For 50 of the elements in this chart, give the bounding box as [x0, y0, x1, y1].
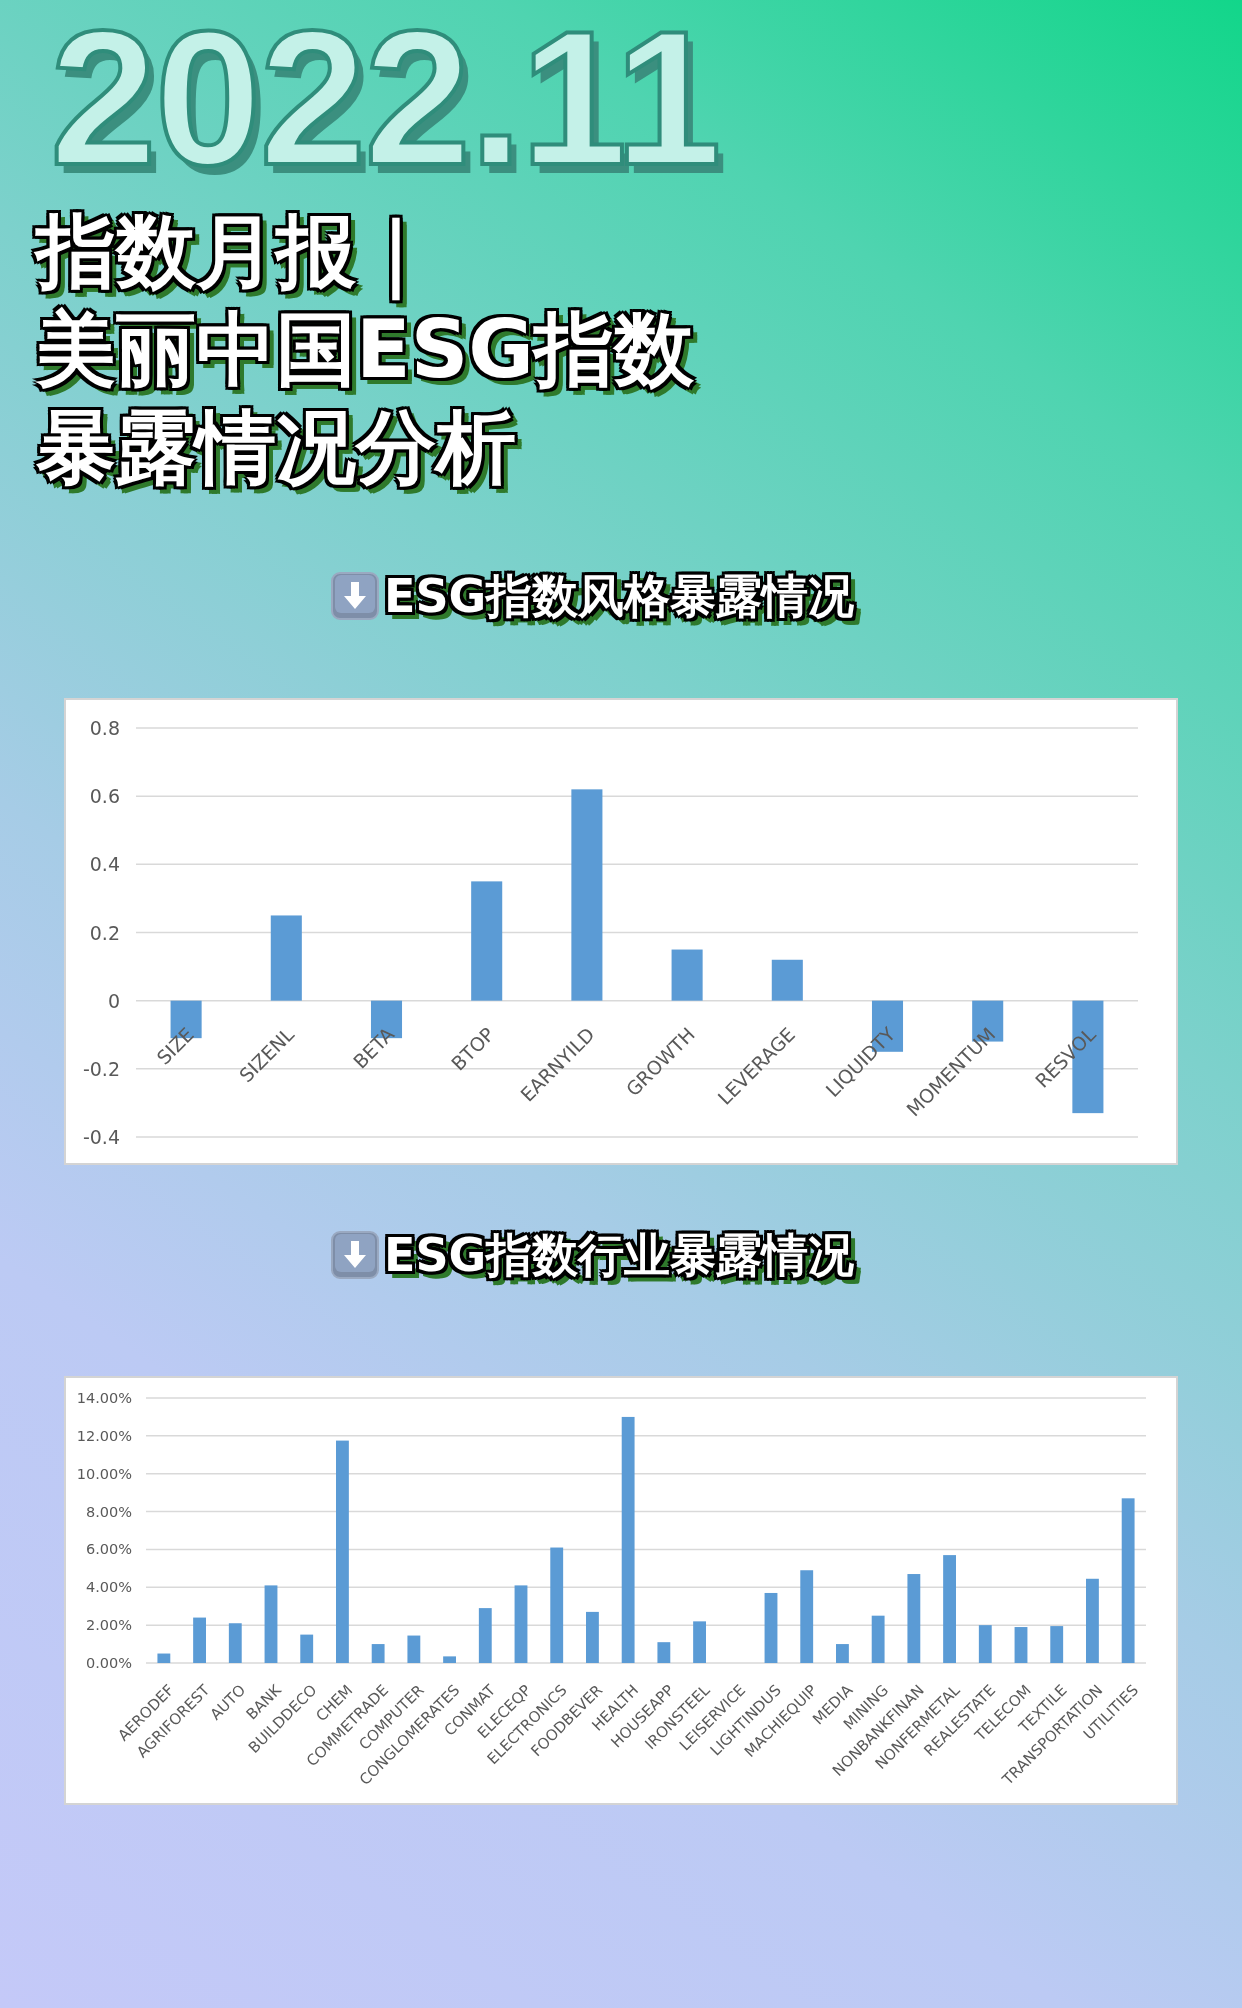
y-tick-label: 10.00%: [76, 1465, 132, 1482]
bar: [478, 1608, 492, 1663]
y-tick-label: 6.00%: [85, 1541, 132, 1558]
bar: [907, 1574, 921, 1663]
bar: [836, 1644, 849, 1663]
bar: [871, 1615, 885, 1663]
bar: [228, 1623, 242, 1663]
y-tick-label: 4.00%: [85, 1579, 132, 1596]
bar: [264, 1585, 278, 1663]
bar: [978, 1625, 992, 1663]
bar: [693, 1621, 706, 1663]
bar: [300, 1634, 314, 1663]
y-tick-label: 8.00%: [85, 1503, 132, 1520]
bar: [800, 1570, 814, 1663]
text: 美丽中国ESG指数暴露情况分析: [36, 302, 695, 496]
y-tick-label: -0.2: [82, 1057, 120, 1080]
y-tick-label: 12.00%: [76, 1427, 132, 1444]
bar: [443, 1656, 456, 1663]
y-tick-label: 0.4: [89, 853, 120, 876]
bar: [514, 1585, 528, 1663]
bar: [764, 1592, 778, 1663]
bar: [657, 1642, 671, 1663]
text: 指数月报｜: [36, 204, 434, 301]
bar: [671, 949, 703, 1001]
bar: [586, 1611, 599, 1663]
text: 2022.11: [50, 0, 720, 205]
bar: [371, 1644, 385, 1663]
bar: [1014, 1627, 1028, 1663]
y-tick-label: 14.00%: [76, 1390, 132, 1406]
bar: [471, 881, 503, 1001]
y-tick-label: 0.2: [89, 921, 120, 944]
y-tick-label: 0.6: [89, 785, 120, 808]
bar: [336, 1440, 349, 1663]
bar: [943, 1555, 956, 1663]
y-tick-label: 2.00%: [85, 1617, 132, 1634]
y-tick-label: 0.00%: [85, 1655, 132, 1671]
bar: [571, 789, 603, 1001]
bar: [157, 1653, 171, 1663]
y-tick-label: 0.8: [89, 717, 120, 739]
y-tick-label: 0: [107, 989, 120, 1012]
bar: [771, 959, 803, 1001]
bar: [1086, 1578, 1099, 1663]
y-tick-label: -0.4: [82, 1126, 120, 1148]
bar: [1121, 1498, 1135, 1663]
bar: [270, 915, 302, 1001]
bar: [1050, 1626, 1064, 1663]
bar: [193, 1617, 206, 1663]
bar: [550, 1547, 564, 1663]
bar: [621, 1416, 635, 1663]
bar: [407, 1635, 421, 1663]
